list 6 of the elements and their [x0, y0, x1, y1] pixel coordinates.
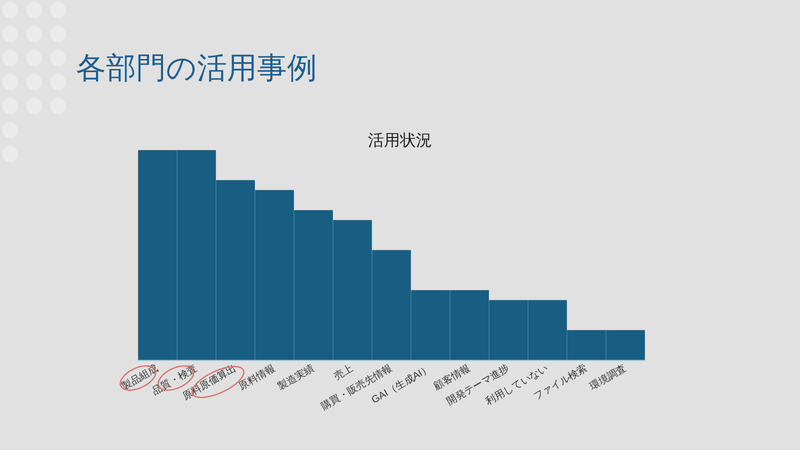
chart-subtitle: 活用状況 [368, 132, 432, 150]
x-tick-label: 環境調査 [588, 362, 628, 393]
x-tick-label: 製造実績 [276, 362, 316, 393]
x-tick-label: 原料情報 [236, 362, 278, 393]
x-tick-label: 売上 [332, 362, 356, 383]
chart-title: 各部門の活用事例 [76, 50, 317, 88]
